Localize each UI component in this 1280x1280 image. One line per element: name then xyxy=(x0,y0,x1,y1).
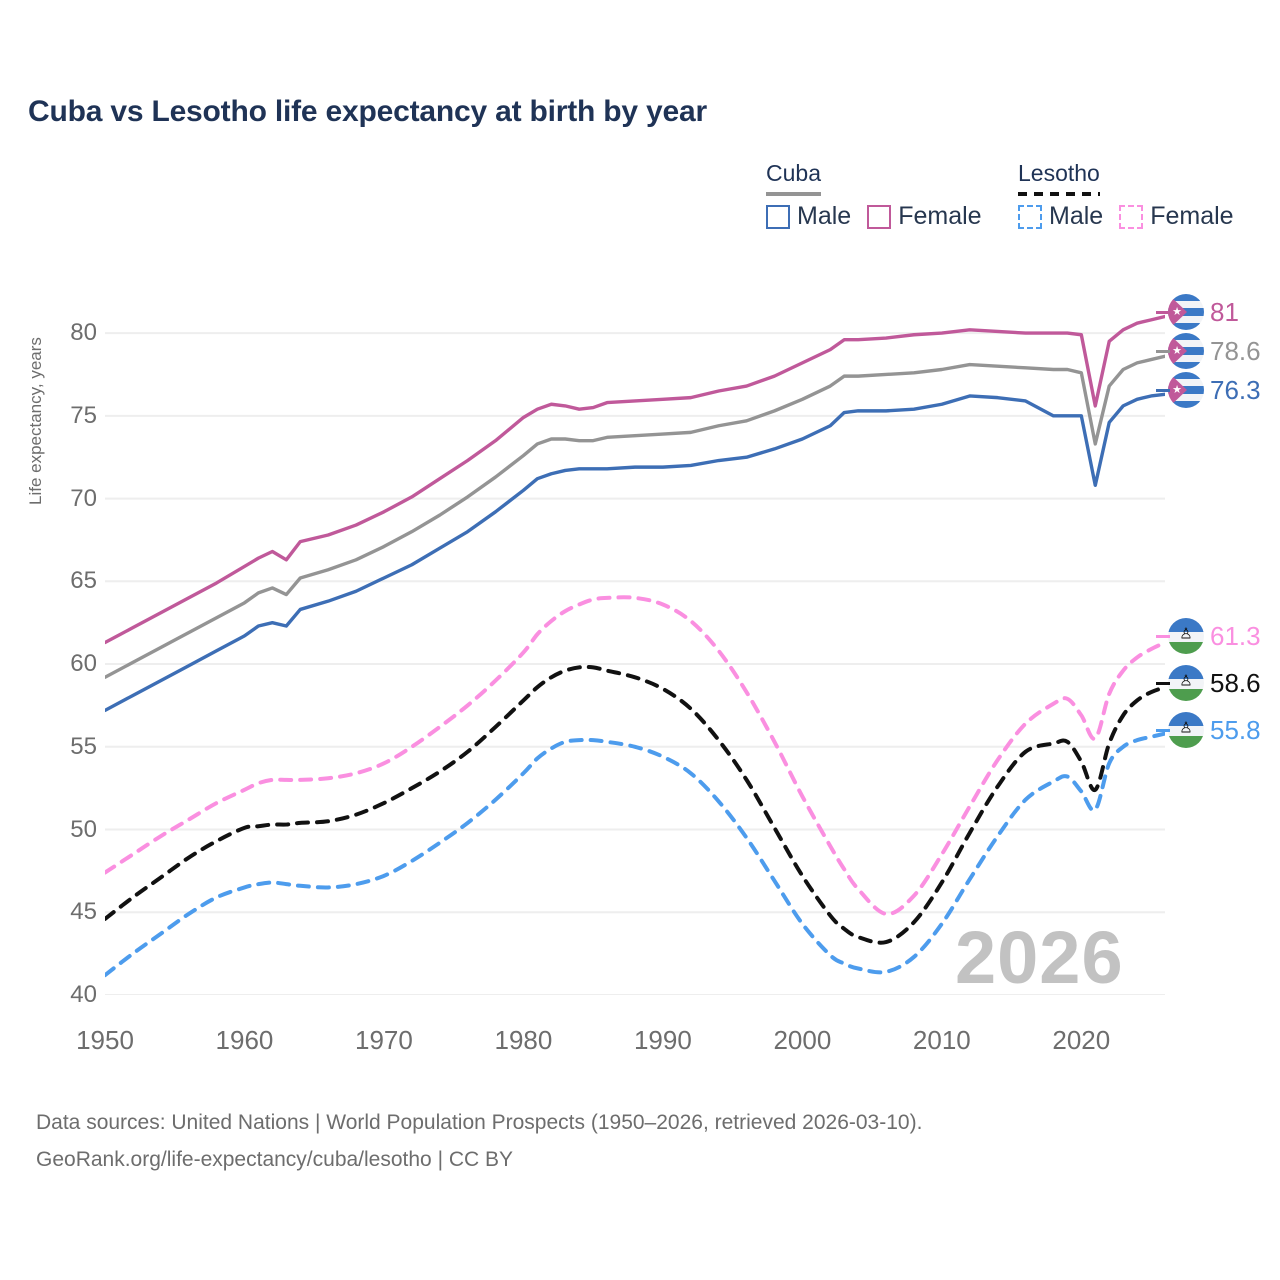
series-line-lesotho-male xyxy=(103,731,1167,978)
series-line-cuba-male xyxy=(103,392,1167,713)
lesotho-flag-icon: ♙ xyxy=(1168,665,1204,701)
end-label-cuba-female: ★ 81 xyxy=(1168,294,1239,330)
end-value-cuba-total: 78.6 xyxy=(1210,335,1261,366)
legend-label-cuba-male: Male xyxy=(797,202,852,230)
legend-item-cuba-female[interactable]: Female xyxy=(867,202,982,231)
legend-country-cuba: Cuba xyxy=(766,160,821,186)
end-label-lesotho-total: ♙ 58.6 xyxy=(1168,665,1261,701)
x-tick-label: 1950 xyxy=(76,1025,134,1055)
end-value-lesotho-total: 58.6 xyxy=(1210,667,1261,698)
end-label-lesotho-male: ♙ 55.8 xyxy=(1168,712,1261,748)
end-label-cuba-male: ★ 76.3 xyxy=(1168,372,1261,408)
y-tick-label: 60 xyxy=(70,650,97,678)
end-connector xyxy=(1156,350,1170,353)
cuba-flag-icon: ★ xyxy=(1168,333,1204,369)
year-watermark: 2026 xyxy=(955,916,1124,999)
end-connector xyxy=(1156,311,1170,314)
legend-swatch-lesotho-male xyxy=(1018,204,1042,229)
x-tick-label: 1970 xyxy=(355,1025,413,1055)
plot-svg xyxy=(103,314,1167,996)
y-tick-label: 75 xyxy=(70,401,97,429)
legend-label-lesotho-female: Female xyxy=(1150,202,1234,230)
chart-legend: Cuba Male Female Lesotho Male Fe xyxy=(760,160,1260,245)
legend-swatch-cuba-male xyxy=(766,204,790,229)
series-line-cuba-total xyxy=(103,354,1167,679)
end-value-lesotho-male: 55.8 xyxy=(1210,714,1261,745)
x-tick-label: 1960 xyxy=(215,1025,274,1055)
cuba-flag-icon: ★ xyxy=(1168,294,1204,330)
end-value-lesotho-female: 61.3 xyxy=(1210,620,1261,651)
end-value-cuba-male: 76.3 xyxy=(1210,374,1261,405)
x-tick-label: 1980 xyxy=(494,1025,553,1055)
x-tick-label: 2010 xyxy=(912,1025,971,1055)
y-tick-label: 40 xyxy=(70,981,97,1008)
footer-sources: Data sources: United Nations | World Pop… xyxy=(36,1105,922,1179)
lesotho-flag-icon: ♙ xyxy=(1168,618,1204,654)
x-tick-label: 2000 xyxy=(773,1025,832,1055)
y-tick-label: 70 xyxy=(70,484,97,512)
legend-rule-cuba xyxy=(766,192,821,196)
end-connector xyxy=(1156,389,1170,392)
legend-rule-lesotho xyxy=(1018,192,1100,196)
y-tick-label: 50 xyxy=(70,815,97,843)
legend-label-lesotho-male: Male xyxy=(1049,202,1104,230)
x-tick-label: 1990 xyxy=(633,1025,692,1055)
legend-item-lesotho-female[interactable]: Female xyxy=(1119,202,1234,231)
y-tick-label: 55 xyxy=(70,732,97,760)
legend-group-cuba: Cuba xyxy=(766,160,821,196)
legend-swatch-cuba-female xyxy=(867,204,892,229)
page-title: Cuba vs Lesotho life expectancy at birth… xyxy=(28,95,707,128)
footer-line-2: GeoRank.org/life-expectancy/cuba/lesotho… xyxy=(36,1147,514,1171)
legend-group-lesotho: Lesotho xyxy=(1018,160,1100,196)
end-connector xyxy=(1156,729,1170,732)
legend-country-lesotho: Lesotho xyxy=(1018,160,1100,186)
legend-label-cuba-female: Female xyxy=(898,202,982,230)
end-value-cuba-female: 81 xyxy=(1210,296,1239,327)
series-line-cuba-female xyxy=(103,314,1167,645)
legend-swatch-lesotho-female xyxy=(1119,204,1144,229)
end-connector xyxy=(1156,635,1170,638)
plot-area xyxy=(103,300,1167,996)
y-tick-label: 65 xyxy=(70,567,97,595)
series-line-lesotho-total xyxy=(103,664,1167,945)
x-tick-label: 2020 xyxy=(1052,1025,1111,1055)
legend-item-cuba-male[interactable]: Male xyxy=(766,202,851,231)
end-label-cuba-total: ★ 78.6 xyxy=(1168,333,1261,369)
series-line-lesotho-female xyxy=(103,595,1167,916)
legend-item-lesotho-male[interactable]: Male xyxy=(1018,202,1103,231)
footer-line-1: Data sources: United Nations | World Pop… xyxy=(36,1111,923,1134)
end-connector xyxy=(1156,682,1170,685)
end-label-lesotho-female: ♙ 61.3 xyxy=(1168,618,1261,654)
y-tick-label: 80 xyxy=(70,319,97,347)
y-tick-label: 45 xyxy=(70,898,97,926)
cuba-flag-icon: ★ xyxy=(1168,372,1204,408)
lesotho-flag-icon: ♙ xyxy=(1168,712,1204,748)
